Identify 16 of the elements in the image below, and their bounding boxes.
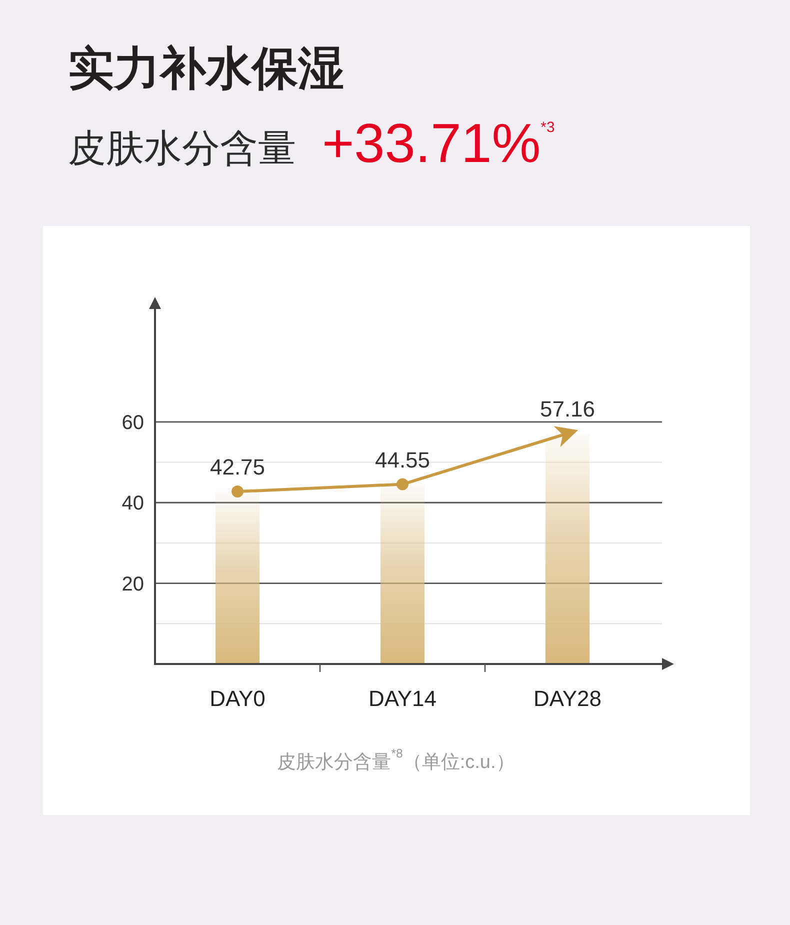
data-label: 44.55 xyxy=(374,447,430,472)
bar xyxy=(380,484,424,664)
y-tick-label: 40 xyxy=(122,492,144,515)
text: +33.71%$^{*3}$ xyxy=(322,112,555,174)
y-tick-label: 20 xyxy=(122,573,144,596)
x-tick-label: DAY0 xyxy=(210,686,266,711)
text: 皮肤水分含量$^{*8}$（单位:c.u.） xyxy=(277,746,515,773)
bar xyxy=(546,433,590,664)
bar xyxy=(216,492,260,664)
y-tick-label: 60 xyxy=(122,412,144,434)
data-label: 57.16 xyxy=(540,396,596,422)
x-tick-label: DAY28 xyxy=(533,686,602,711)
data-label: 42.75 xyxy=(210,454,266,480)
chart-subtitle: 皮肤水分含量 xyxy=(68,128,296,170)
x-tick-label: DAY14 xyxy=(368,686,437,711)
chart-title: 实力补水保湿 xyxy=(68,42,344,94)
